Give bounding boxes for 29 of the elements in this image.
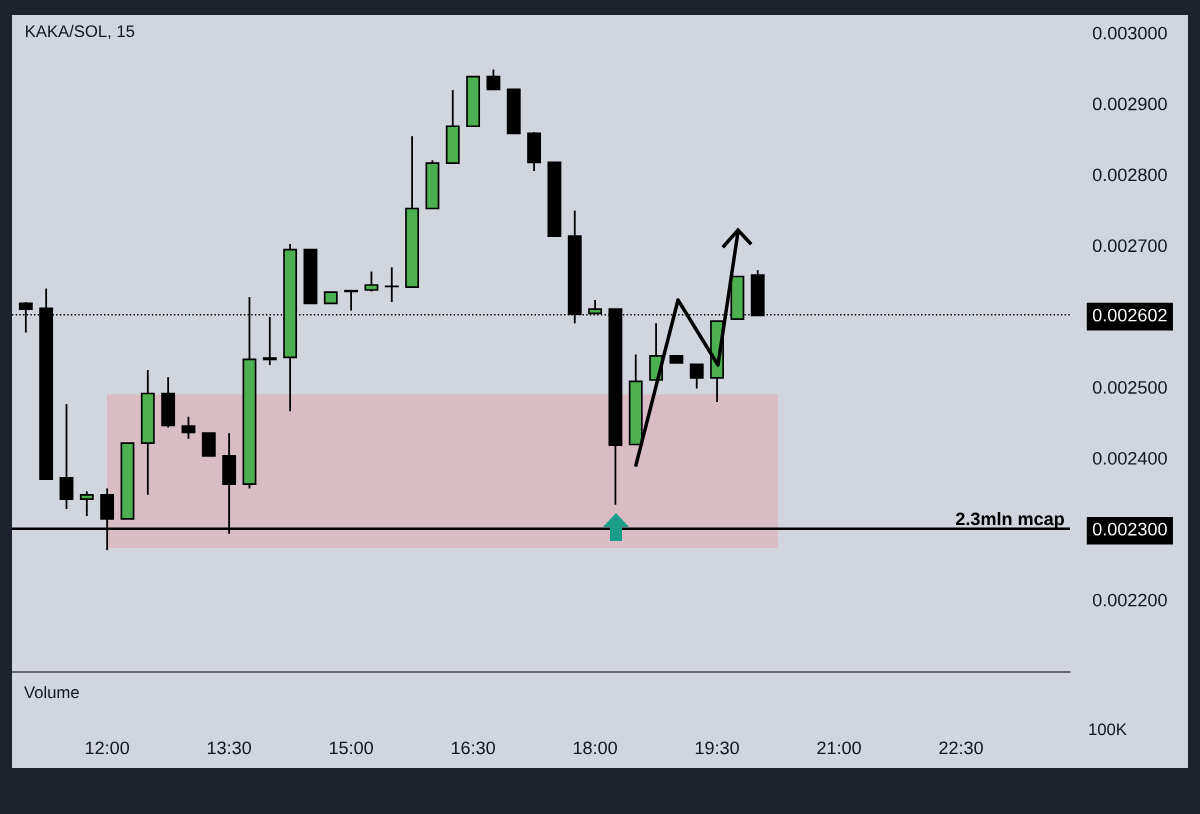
y-tick-label: 0.002900: [1092, 97, 1167, 111]
y-tick-label: 0.002400: [1092, 451, 1167, 465]
y-tick-label: 0.002602: [1092, 308, 1167, 322]
candlestick: [689, 363, 704, 390]
y-tick-label: 0.003000: [1092, 26, 1167, 40]
candlestick: [59, 403, 74, 510]
x-tick-label: 21:00: [817, 741, 861, 755]
y-tick-label: 0.002200: [1092, 593, 1167, 607]
y-tick-label: 0.002300: [1092, 522, 1167, 536]
x-tick-label: 16:30: [451, 741, 495, 755]
y-tick-label: 0.002500: [1092, 381, 1167, 394]
text: 100K: [1089, 723, 1127, 736]
candlestick: [262, 316, 277, 367]
candlestick: [486, 68, 501, 91]
x-tick-label: 18:00: [573, 741, 617, 755]
y-tick-label: 0.002800: [1092, 168, 1167, 182]
candlestick: [79, 490, 94, 517]
x-tick-label: 12:00: [85, 741, 130, 755]
candlestick: [181, 415, 196, 440]
text: KAKA/SOL, 15: [26, 24, 135, 40]
x-tick-label: 15:00: [329, 741, 373, 755]
ref-line-label: 2.3mln mcap: [955, 512, 1064, 529]
candlestick: [344, 289, 359, 312]
text: Volume: [24, 686, 79, 699]
x-tick-label: 19:30: [695, 741, 739, 755]
y-tick-label: 0.002700: [1092, 239, 1167, 253]
candlestick: [201, 432, 216, 457]
x-tick-label: 13:30: [207, 741, 252, 755]
x-tick-label: 22:30: [939, 741, 983, 755]
